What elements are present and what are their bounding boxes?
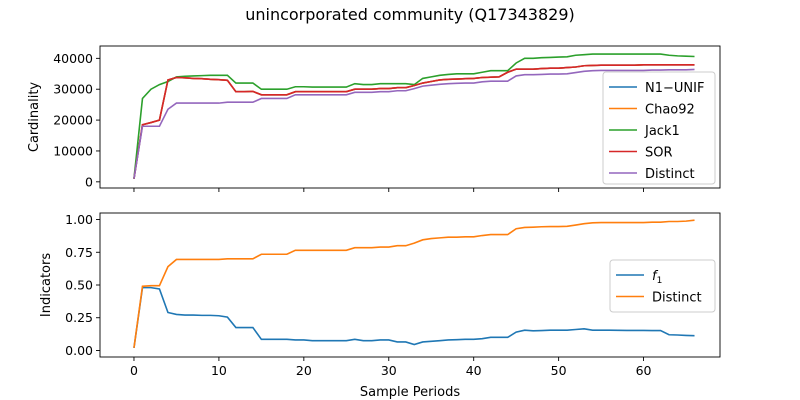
y-tick-label: 1.00 — [65, 212, 93, 227]
y-tick-label: 0.25 — [65, 310, 93, 325]
x-tick-label: 20 — [296, 363, 312, 378]
figure-title: unincorporated community (Q17343829) — [245, 5, 575, 24]
x-axis-label: Sample Periods — [360, 385, 460, 400]
series-line-distinct — [133, 68, 695, 179]
y-tick-label: 0.75 — [65, 245, 93, 260]
legend: N1−UNIF Chao92 Jack1 SOR Distinct — [602, 71, 716, 185]
series-line-jack1 — [133, 53, 695, 179]
x-tick-label: 10 — [211, 363, 227, 378]
legend-box — [609, 259, 716, 313]
legend-entry: Distinct — [652, 291, 702, 306]
y-axis-label: Indicators — [39, 253, 54, 317]
y-tick-label: 10000 — [53, 143, 93, 158]
series-line-sor — [133, 64, 695, 179]
cardinality-chart: 0 10000 20000 30000 40000 Cardinality N1−UNIF C… — [27, 45, 721, 192]
series-line-f1 — [133, 286, 695, 348]
legend-entry: Distinct — [645, 167, 695, 182]
legend-entry: SOR — [645, 146, 673, 161]
y-tick-label: 0.00 — [65, 343, 93, 358]
indicators-chart: 0 10 20 30 40 50 60 0.00 0.25 0.50 0.75 1.00 Indicat… — [39, 212, 721, 400]
y-tick-label: 0.50 — [65, 278, 93, 293]
x-tick-label: 40 — [466, 363, 482, 378]
x-tick-label: 60 — [636, 363, 652, 378]
legend-box — [602, 71, 716, 185]
y-tick-label: 30000 — [53, 82, 93, 97]
y-tick-label: 20000 — [53, 113, 93, 128]
x-tick-label: 50 — [551, 363, 567, 378]
legend-entry: N1−UNIF — [645, 81, 704, 96]
y-tick-label: 40000 — [53, 51, 93, 66]
legend-entry: Jack1 — [644, 124, 680, 139]
legend: f1 Distinct — [609, 259, 716, 313]
legend-entry: Chao92 — [645, 103, 695, 118]
y-axis-label: Cardinality — [27, 82, 42, 153]
x-tick-label: 30 — [381, 363, 397, 378]
axes-frame — [99, 45, 721, 189]
x-tick-label: 0 — [130, 363, 138, 378]
legend-entry: f1 — [652, 269, 662, 286]
series-line-distinct — [133, 219, 695, 348]
y-tick-label: 0 — [85, 174, 93, 189]
